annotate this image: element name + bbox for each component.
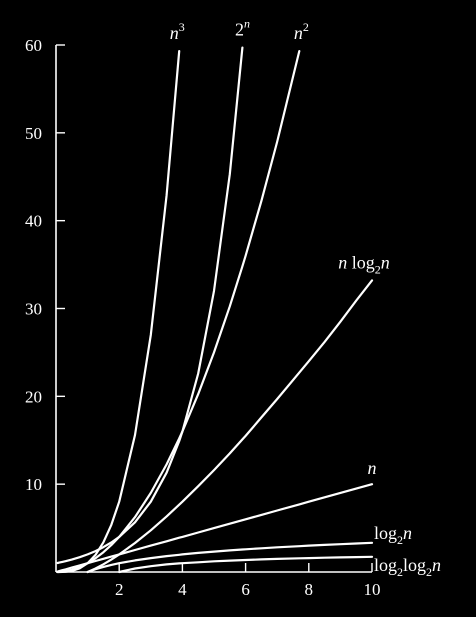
- curves: [56, 46, 374, 574]
- x-tick-label: 4: [178, 580, 187, 599]
- series-label-loglogn: log2log2n: [374, 555, 441, 579]
- x-tick-label: 2: [115, 580, 124, 599]
- series-line-loglogn: [118, 555, 374, 574]
- x-tick-label: 6: [241, 580, 250, 599]
- series-line-n: [56, 483, 374, 573]
- series-label-nlogn: n log2n: [338, 252, 390, 276]
- y-tick-label: 60: [25, 36, 42, 55]
- series-line-n2: [56, 50, 301, 574]
- y-tick-label: 30: [25, 300, 42, 319]
- y-tick-label: 20: [25, 387, 42, 406]
- axes: 10 20 30 40 50 60 2 4 6 8 10: [25, 36, 381, 599]
- series-label-2n: 2n: [235, 17, 250, 40]
- x-tick-label: 8: [305, 580, 314, 599]
- y-tick-label: 10: [25, 475, 42, 494]
- series-line-2n: [56, 46, 244, 565]
- y-tick-label: 40: [25, 212, 42, 231]
- series-label-n: n: [368, 458, 377, 478]
- series-label-n2: n2: [294, 20, 309, 43]
- y-tick-label: 50: [25, 124, 42, 143]
- series-label-n3: n3: [170, 20, 185, 43]
- series-labels: n3 2n n2 n log2n n log2n log2log2n: [170, 17, 441, 579]
- x-tick-label: 10: [364, 580, 381, 599]
- series-line-nlogn: [86, 279, 374, 574]
- series-line-logn: [86, 541, 374, 574]
- series-line-n3: [56, 50, 181, 574]
- series-label-logn: log2n: [374, 523, 412, 547]
